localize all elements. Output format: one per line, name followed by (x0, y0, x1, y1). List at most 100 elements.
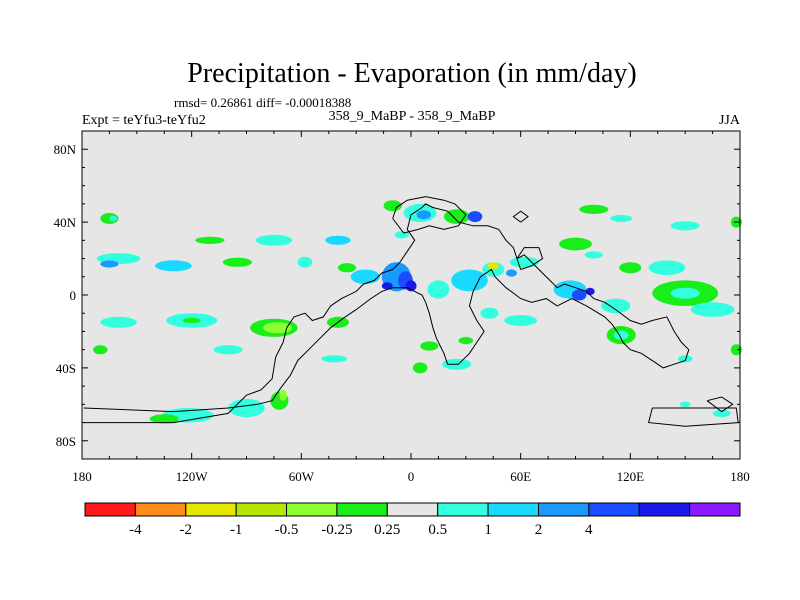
contour-patch (325, 235, 351, 245)
y-tick-label: 40N (54, 215, 77, 230)
colorbar-box (336, 502, 388, 517)
y-tick-label: 0 (70, 288, 77, 303)
contour-patch (263, 322, 293, 334)
experiment-label: Expt = teYfu3-teYfu2 (82, 113, 206, 128)
contour-patch (93, 345, 108, 355)
y-tick-label: 80N (54, 142, 77, 157)
contour-patch (509, 256, 539, 268)
contour-patch (427, 280, 450, 299)
contour-patch (182, 317, 201, 324)
contour-patch (222, 257, 252, 267)
contour-patch (670, 221, 700, 231)
contour-patch (412, 362, 428, 374)
coastline (516, 247, 544, 270)
colorbar: -4 -2 -1 -0.5 -0.25 0.25 0.5 1 2 4 (84, 502, 741, 538)
colorbar-box (588, 502, 640, 517)
x-tick-label: 60E (510, 469, 531, 484)
colorbar-box (286, 502, 338, 517)
contour-patch (451, 269, 488, 292)
x-tick-label: 180 (730, 469, 750, 484)
contour-patch (213, 345, 243, 355)
contour-patch (443, 209, 470, 224)
colorbar-box (689, 502, 741, 517)
x-tick-label: 60W (289, 469, 315, 484)
coastline (706, 396, 734, 413)
colorbar-label: -2 (180, 522, 193, 538)
colorbar-label: 2 (535, 522, 543, 538)
contour-patch (482, 262, 505, 277)
contour-patch (584, 251, 603, 259)
contour-patch (730, 344, 742, 356)
x-tick-label: 180 (72, 469, 92, 484)
contour-patch (712, 409, 731, 417)
contour-patch (610, 214, 633, 223)
contour-patch (381, 282, 393, 290)
x-tick-label: 120E (617, 469, 645, 484)
run-label: 358_9_MaBP - 358_9_MaBP (329, 109, 496, 124)
colorbar-box (235, 502, 288, 517)
contour-patch (670, 287, 700, 299)
colorbar-box (84, 502, 136, 517)
contour-patch (601, 298, 631, 314)
contour-patch (487, 262, 499, 270)
colorbar-box (437, 502, 489, 517)
colorbar-label: 1 (484, 522, 492, 538)
colorbar-label: -0.5 (275, 522, 299, 538)
contour-patch (416, 210, 432, 220)
contour-patch (504, 315, 538, 326)
chart-title: Precipitation - Evaporation (in mm/day) (187, 58, 636, 89)
contour-patch (571, 289, 587, 301)
contour-patch (467, 211, 483, 223)
colorbar-box (134, 502, 187, 517)
coastline (512, 210, 529, 223)
contour-patch (100, 316, 137, 328)
colorbar-label: 0.25 (374, 522, 400, 538)
contour-patch (109, 215, 117, 222)
map-panel: 180 120W 60W 0 60E 120E 180 80N 40N 0 40S 80S (54, 130, 750, 484)
colorbar-box (487, 502, 540, 517)
contour-patch (458, 337, 474, 345)
contour-patch (690, 302, 735, 317)
contour-patch (228, 398, 265, 418)
colorbar-label: 0.5 (428, 522, 447, 538)
y-tick-label: 80S (56, 434, 76, 449)
contour-patch (506, 269, 517, 277)
contour-patch (195, 236, 225, 244)
contour-patch (350, 269, 380, 285)
contour-patch (321, 355, 348, 363)
colorbar-box (386, 502, 439, 517)
contour-patch (337, 263, 357, 273)
coastline (83, 203, 690, 424)
stats-label: rmsd= 0.26861 diff= -0.00018388 (174, 95, 351, 110)
contour-patch (279, 389, 287, 401)
coastlines (83, 196, 739, 427)
colorbar-label: -4 (129, 522, 142, 538)
anomaly-contours (93, 200, 742, 424)
map-background (82, 131, 740, 459)
coastline (392, 196, 467, 234)
contour-patch (297, 256, 313, 268)
colorbar-box (638, 502, 691, 517)
colorbar-box (538, 502, 590, 517)
contour-patch (579, 204, 609, 214)
contour-patch (420, 341, 439, 351)
contour-patch (679, 401, 691, 407)
colorbar-label: 4 (585, 522, 593, 538)
contour-patch (383, 200, 402, 212)
contour-patch (149, 414, 179, 424)
contour-patch (155, 260, 192, 272)
colorbar-label: -1 (230, 522, 243, 538)
y-tick-label: 40S (56, 361, 76, 376)
contour-patch (677, 355, 693, 363)
contour-patch (648, 260, 686, 276)
contour-patch (480, 307, 499, 319)
contour-patch (559, 237, 592, 251)
x-tick-label: 0 (408, 469, 415, 484)
x-tick-label: 120W (176, 469, 209, 484)
axis-ticks: 180 120W 60W 0 60E 120E 180 80N 40N 0 40S 80S (54, 131, 750, 484)
season-label: JJA (719, 113, 741, 128)
colorbar-box (185, 502, 237, 517)
colorbar-label: -0.25 (321, 522, 352, 538)
contour-patch (255, 234, 293, 246)
